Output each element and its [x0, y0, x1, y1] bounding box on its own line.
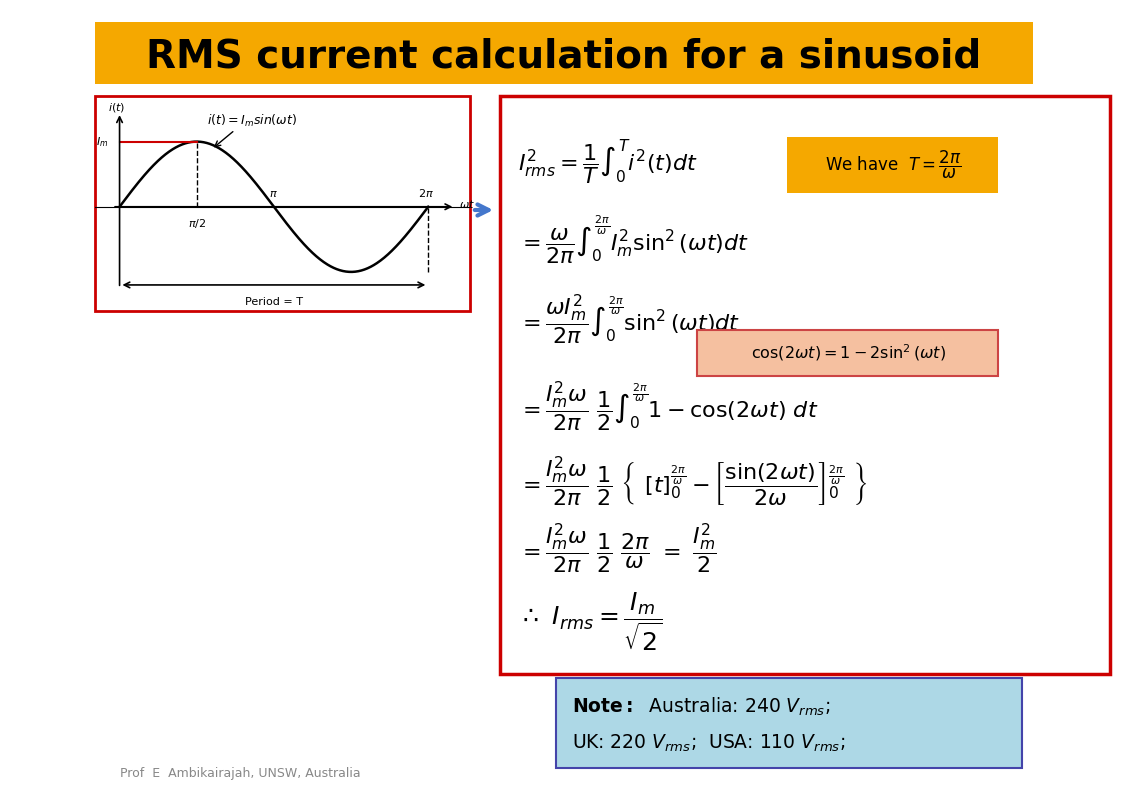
Text: UK: 220 $V_{rms}$;  USA: 110 $V_{rms}$;: UK: 220 $V_{rms}$; USA: 110 $V_{rms}$; [572, 732, 845, 754]
Text: RMS current calculation for a sinusoid: RMS current calculation for a sinusoid [147, 37, 981, 75]
Text: $= \dfrac{\omega}{2\pi}\int_0^{\frac{2\pi}{\omega}} I^2_m \sin^2(\omega t)dt$: $= \dfrac{\omega}{2\pi}\int_0^{\frac{2\p… [518, 214, 749, 266]
FancyBboxPatch shape [500, 96, 1110, 674]
Text: We have  $T=\dfrac{2\pi}{\omega}$: We have $T=\dfrac{2\pi}{\omega}$ [825, 149, 961, 181]
Text: $= \dfrac{I^2_m\omega}{2\pi}\ \dfrac{1}{2}\int_0^{\frac{2\pi}{\omega}} 1 - \cos(: $= \dfrac{I^2_m\omega}{2\pi}\ \dfrac{1}{… [518, 380, 819, 434]
Text: $2\pi$: $2\pi$ [417, 187, 434, 199]
Text: $i(t)$: $i(t)$ [108, 102, 125, 114]
Text: $\therefore\ I_{rms} = \dfrac{I_m}{\sqrt{2}}$: $\therefore\ I_{rms} = \dfrac{I_m}{\sqrt… [518, 590, 662, 654]
Text: $I_m$: $I_m$ [96, 134, 108, 149]
Text: $\pi$: $\pi$ [270, 189, 279, 199]
FancyBboxPatch shape [95, 22, 1033, 84]
Text: $= \dfrac{I^2_m\omega}{2\pi}\ \dfrac{1}{2}\ \left\{\ \left[t\right]_0^{\frac{2\p: $= \dfrac{I^2_m\omega}{2\pi}\ \dfrac{1}{… [518, 455, 867, 509]
FancyBboxPatch shape [697, 330, 998, 376]
Text: $i(t)=I_m sin(\omega t)$: $i(t)=I_m sin(\omega t)$ [208, 114, 297, 130]
Text: Period = T: Period = T [245, 297, 303, 306]
FancyBboxPatch shape [787, 137, 998, 193]
Text: $\cos(2\omega t) = 1 - 2\sin^2(\omega t)$: $\cos(2\omega t) = 1 - 2\sin^2(\omega t)… [750, 342, 945, 363]
Text: Prof  E  Ambikairajah, UNSW, Australia: Prof E Ambikairajah, UNSW, Australia [120, 766, 361, 779]
Text: $= \dfrac{I^2_m\omega}{2\pi}\ \dfrac{1}{2}\ \dfrac{2\pi}{\omega}\ =\ \dfrac{I^2_: $= \dfrac{I^2_m\omega}{2\pi}\ \dfrac{1}{… [518, 522, 717, 576]
Text: $= \dfrac{\omega I^2_m}{2\pi}\int_0^{\frac{2\pi}{\omega}} \sin^2(\omega t)dt$: $= \dfrac{\omega I^2_m}{2\pi}\int_0^{\fr… [518, 293, 740, 347]
Text: $\omega t$: $\omega t$ [459, 198, 475, 210]
Text: $\pi/2$: $\pi/2$ [187, 217, 205, 230]
FancyBboxPatch shape [95, 96, 470, 311]
Text: $I^2_{rms} = \dfrac{1}{T}\int_0^T i^2(t)dt$: $I^2_{rms} = \dfrac{1}{T}\int_0^T i^2(t)… [518, 138, 698, 186]
Text: $\mathbf{Note:}$  Australia: 240 $V_{rms}$;: $\mathbf{Note:}$ Australia: 240 $V_{rms}… [572, 696, 830, 718]
FancyBboxPatch shape [556, 678, 1022, 768]
